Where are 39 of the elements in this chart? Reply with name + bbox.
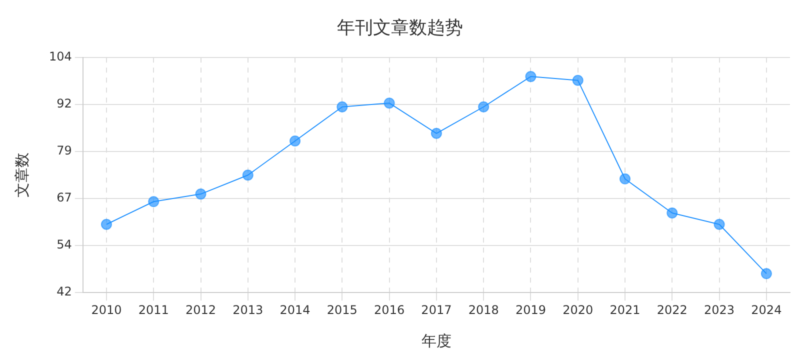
x-tick-label: 2014 xyxy=(280,302,310,317)
x-tick-label: 2021 xyxy=(610,302,640,317)
x-tick-label: 2013 xyxy=(232,302,264,317)
x-axis-title: 年度 xyxy=(421,332,452,350)
y-tick-label: 92 xyxy=(56,96,72,111)
point xyxy=(148,196,160,208)
point xyxy=(195,188,206,200)
point xyxy=(336,101,348,112)
y-tick-label: 79 xyxy=(56,144,72,158)
point xyxy=(525,71,536,82)
x-tick-label: 2010 xyxy=(91,302,122,317)
point xyxy=(666,208,678,219)
point xyxy=(242,170,254,181)
x-tick-label: 2012 xyxy=(185,302,216,317)
x-tick-label: 2015 xyxy=(326,302,358,317)
x-tick-label: 2023 xyxy=(704,302,735,317)
point xyxy=(760,268,772,280)
point xyxy=(430,128,442,139)
x-tick-label: 2020 xyxy=(562,302,594,317)
y-tick-label: 42 xyxy=(56,284,72,299)
point xyxy=(572,74,584,86)
point xyxy=(290,135,301,146)
x-tick-label: 2022 xyxy=(656,302,688,317)
x-tick-label: 2017 xyxy=(421,302,452,317)
x-tick-label: 2019 xyxy=(515,302,546,317)
point xyxy=(384,98,395,109)
x-tick-label: 2016 xyxy=(374,302,405,317)
y-tick-label: 104 xyxy=(49,50,72,64)
x-tick-label: 2018 xyxy=(468,302,499,317)
point xyxy=(478,101,490,112)
y-tick-label: 67 xyxy=(56,190,72,205)
y-axis-title: 文章数 xyxy=(12,152,31,198)
chart-title: 年刊文章数趋势 xyxy=(337,17,463,38)
x-tick-label: 2024 xyxy=(751,302,782,317)
point xyxy=(620,173,631,184)
y-tick-label: 54 xyxy=(56,238,72,252)
x-tick-label: 2011 xyxy=(138,302,169,317)
point xyxy=(714,218,725,230)
point xyxy=(100,218,112,230)
